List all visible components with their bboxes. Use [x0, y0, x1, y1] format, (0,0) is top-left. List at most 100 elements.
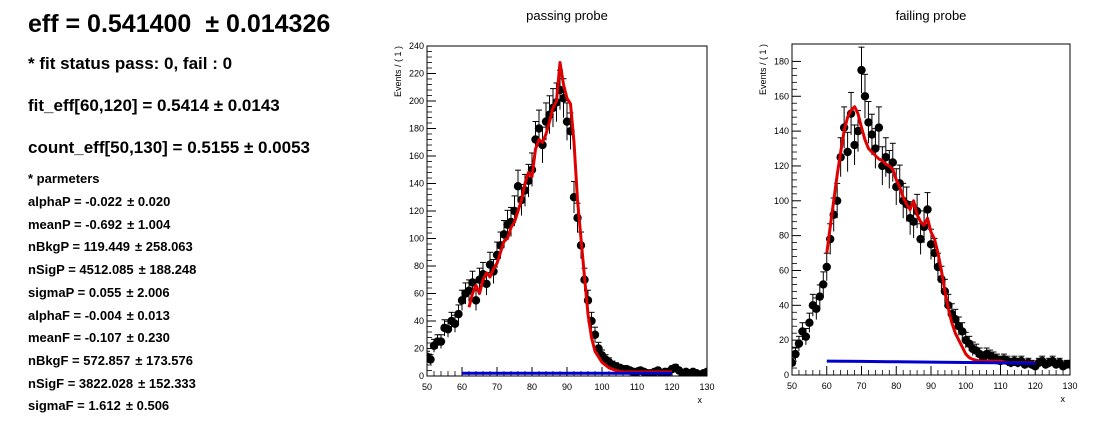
data-point [822, 262, 831, 272]
parameter-value: nBkgF = 572.857 [28, 352, 131, 368]
y-tick-label: 200 [409, 96, 424, 106]
data-point [853, 126, 863, 136]
x-tick-label: 80 [527, 382, 537, 392]
x-tick-label: 130 [699, 382, 714, 392]
y-tick-label: 220 [409, 69, 424, 79]
y-tick-label: 120 [774, 161, 789, 171]
y-tick-label: 60 [414, 289, 424, 299]
fit-status: * fit status pass: 0, fail : 0 [28, 54, 233, 73]
parameter-value: meanF = -0.107 [28, 330, 122, 346]
count-eff-value: count_eff[50,130] = 0.5155 [28, 138, 240, 157]
x-tick-label: 60 [457, 382, 467, 392]
y-tick-label: 20 [414, 344, 424, 354]
x-tick-label: 100 [594, 382, 609, 392]
y-tick-label: 180 [774, 56, 789, 66]
y-tick-label: 100 [774, 196, 789, 206]
data-point [815, 292, 824, 301]
fit-eff-error: ± 0.0143 [213, 96, 280, 115]
data-point [871, 144, 880, 153]
data-point [538, 140, 547, 150]
x-tick-label: 90 [562, 382, 572, 392]
y-tick-label: 80 [414, 261, 424, 271]
x-tick-label: 120 [664, 382, 679, 392]
parameter-error: ± 0.230 [126, 330, 170, 346]
parameter-row: sigmaP = 0.055 ± 2.006 [28, 285, 170, 300]
parameter-error: ± 188.248 [138, 262, 197, 278]
data-point [1065, 360, 1070, 369]
parameter-value: sigmaF = 1.612 [28, 398, 121, 414]
x-tick-label: 60 [822, 381, 832, 391]
data-point [926, 240, 936, 249]
y-axis-label: Events / ( 1 ) [393, 46, 403, 97]
data-point [812, 304, 821, 313]
x-tick-label: 90 [926, 381, 936, 391]
data-point [860, 92, 870, 101]
parameter-error: ± 1.004 [127, 216, 171, 232]
x-tick-label: 70 [492, 382, 502, 392]
parameter-error: ± 0.506 [125, 398, 170, 414]
count-efficiency: count_eff[50,130] = 0.5155 ± 0.0053 [28, 138, 310, 158]
parameter-row: sigmaF = 1.612 ± 0.506 [28, 398, 169, 413]
parameter-value: alphaP = -0.022 [28, 194, 123, 209]
data-point [457, 296, 467, 305]
data-point [534, 124, 544, 133]
x-axis-label: x [1061, 394, 1066, 404]
data-point [468, 278, 477, 287]
y-tick-label: 80 [779, 231, 789, 241]
data-point [443, 325, 453, 334]
parameter-value: alphaF = -0.004 [28, 307, 122, 323]
data-point [794, 339, 804, 348]
data-point [805, 318, 814, 327]
parameter-error: ± 0.013 [126, 307, 170, 323]
data-point [471, 296, 481, 305]
passing-probe-chart: passing probe 0 20 40 60 80 100 120 140 160 180 200… [393, 8, 715, 405]
chart-title: passing probe [526, 8, 608, 23]
y-tick-label: 140 [409, 179, 424, 189]
parameter-error: ± 173.576 [135, 352, 193, 368]
data-point [482, 279, 491, 289]
x-tick-label: 80 [891, 381, 901, 391]
x-tick-label: 70 [856, 381, 866, 391]
x-tick-label: 130 [1062, 381, 1077, 391]
x-tick-label: 120 [1028, 381, 1043, 391]
x-axis-label: x [698, 395, 703, 405]
data-point [958, 327, 967, 336]
data-point [843, 147, 852, 157]
failing-probe-chart: failing probe 0 20 40 60 80 100 120 140 160 180 50 6… [758, 8, 1078, 404]
data-point [864, 118, 873, 127]
parameter-value: meanP = -0.692 [28, 216, 123, 232]
y-tick-label: 40 [779, 300, 789, 310]
data-point [923, 205, 932, 214]
y-tick-label: 180 [409, 124, 424, 134]
y-tick-label: 20 [779, 335, 789, 345]
data-point [850, 140, 859, 150]
x-tick-label: 110 [993, 381, 1007, 391]
data-point [562, 117, 572, 126]
parameter-row: nBkgP = 119.449 ± 258.063 [28, 239, 193, 254]
parameter-error: ± 152.333 [138, 375, 196, 391]
data-point [427, 355, 435, 364]
parameters-header: * parmeters [28, 171, 100, 186]
data-point [513, 182, 523, 191]
data-point [909, 217, 918, 226]
y-tick-label: 140 [774, 126, 789, 136]
data-point [888, 158, 897, 167]
parameter-row: meanP = -0.692 ± 1.004 [28, 217, 170, 232]
x-tick-label: 50 [422, 382, 432, 392]
parameter-row: nSigF = 3822.028 ± 152.333 [28, 376, 196, 391]
total-fit-line [467, 61, 672, 374]
data-points [427, 69, 707, 376]
x-tick-label: 110 [630, 382, 644, 392]
parameter-row: nSigP = 4512.085 ± 188.248 [28, 262, 196, 277]
data-point [857, 65, 866, 75]
fit-eff-value: fit_eff[60,120] = 0.5414 [28, 96, 209, 115]
parameter-error: ± 2.006 [126, 284, 170, 300]
chart-title: failing probe [896, 8, 967, 23]
data-point [464, 286, 474, 295]
data-point [916, 234, 925, 244]
data-point [874, 123, 884, 132]
count-eff-error: ± 0.0053 [243, 138, 310, 157]
eff-value: eff = 0.541400 [28, 10, 192, 38]
data-point [867, 130, 877, 139]
parameter-row: alphaP = -0.022 ± 0.020 [28, 194, 170, 209]
